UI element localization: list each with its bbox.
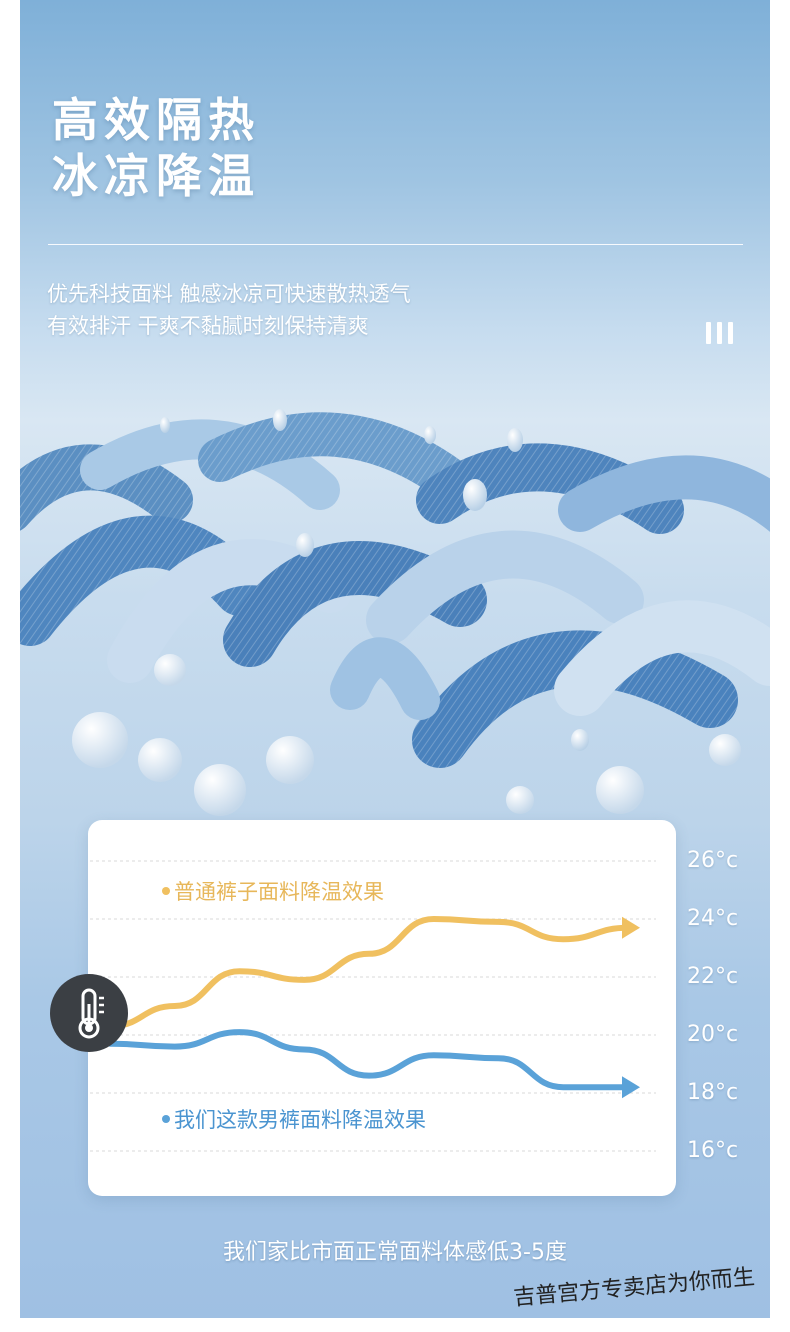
fabric-illustration: [20, 409, 770, 816]
subtitle-line-2: 有效排汗 干爽不黏腻时刻保持清爽: [47, 314, 369, 338]
y-tick-16: 16°c: [687, 1138, 739, 1163]
title-divider: [48, 244, 743, 245]
legend-our-fabric: 我们这款男裤面料降温效果: [162, 1104, 426, 1134]
legend-regular-fabric: 普通裤子面料降温效果: [162, 876, 384, 906]
legend-ours-label: 我们这款男裤面料降温效果: [174, 1108, 426, 1132]
temperature-chart: [90, 860, 656, 1152]
title-line-2: 冰凉降温: [52, 149, 260, 203]
series-line-our-fabric: [107, 1029, 631, 1091]
series-line-regular-fabric: [107, 915, 631, 1030]
subtitle-line-1: 优先科技面料 触感冰凉可快速散热透气: [47, 282, 411, 306]
subtitle: 优先科技面料 触感冰凉可快速散热透气 有效排汗 干爽不黏腻时刻保持清爽: [47, 278, 411, 342]
legend-regular-label: 普通裤子面料降温效果: [174, 880, 384, 904]
legend-dot-warm: [162, 887, 170, 895]
thermometer-icon: [50, 974, 128, 1052]
y-tick-18: 18°c: [687, 1080, 739, 1105]
y-tick-20: 20°c: [687, 1022, 739, 1047]
page-title: 高效隔热 冰凉降温: [52, 92, 260, 204]
y-tick-26: 26°c: [687, 848, 739, 873]
arrow-icon-regular: [622, 916, 640, 939]
bars-icon: [706, 322, 742, 348]
comparison-chart-card: [88, 820, 676, 1196]
legend-dot-cool: [162, 1115, 170, 1123]
arrow-icon-ours: [622, 1076, 640, 1099]
y-tick-24: 24°c: [687, 906, 739, 931]
footer-claim: 我们家比市面正常面料体感低3-5度: [223, 1240, 567, 1265]
title-line-1: 高效隔热: [52, 93, 260, 147]
y-tick-22: 22°c: [687, 964, 739, 989]
product-panel: 高效隔热 冰凉降温 优先科技面料 触感冰凉可快速散热透气 有效排汗 干爽不黏腻时…: [20, 0, 770, 1318]
